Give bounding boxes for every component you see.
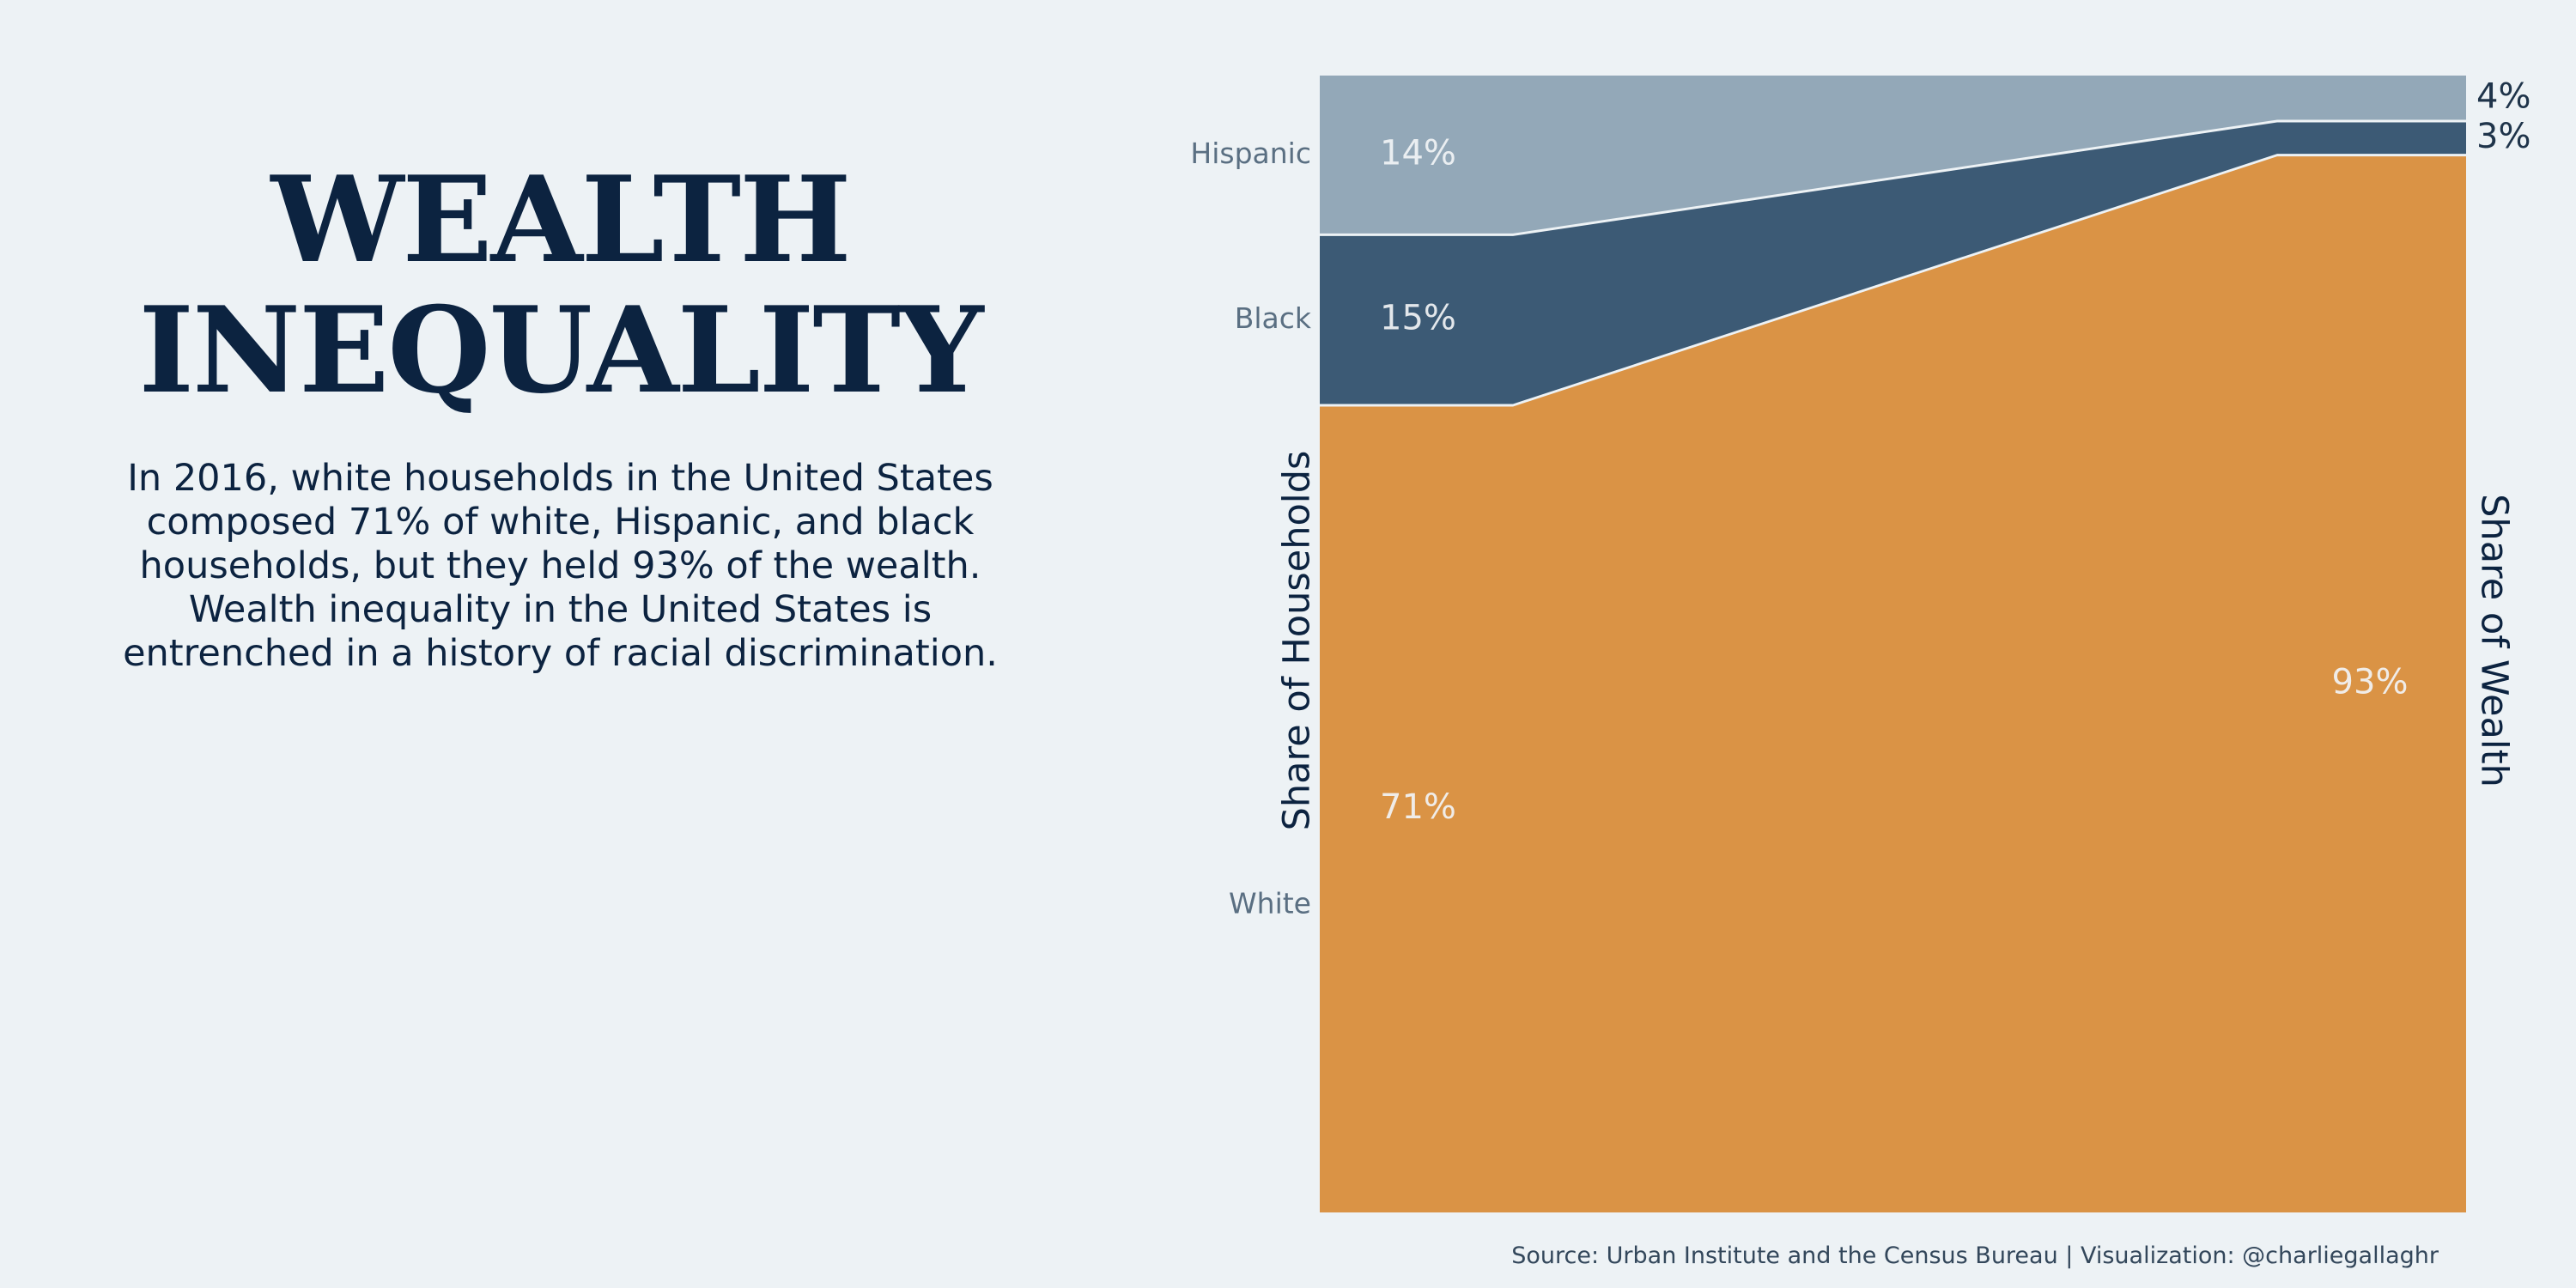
description-text: In 2016, white households in the United … xyxy=(123,457,998,675)
category-label-black: Black xyxy=(1235,301,1312,335)
value-label-wealth-hispanic: 4% xyxy=(2476,76,2530,116)
value-label-households-hispanic: 14% xyxy=(1380,134,1456,173)
category-label-white: White xyxy=(1229,886,1311,920)
category-label-hispanic: Hispanic xyxy=(1190,137,1311,170)
area-white xyxy=(1320,156,2466,1213)
label-layer: White 71% 93% Black 15% 3% Hispanic 14% 4% Share … xyxy=(1190,76,2530,920)
source-caption: Source: Urban Institute and the Census B… xyxy=(1511,1242,2439,1269)
area-black xyxy=(1320,122,2466,404)
axis-label-wealth: Share of Wealth xyxy=(2473,494,2516,787)
value-label-households-black: 15% xyxy=(1380,299,1456,338)
title-line-2: INEQUALITY xyxy=(138,280,983,420)
area-hispanic xyxy=(1320,76,2466,234)
value-label-households-white: 71% xyxy=(1380,787,1456,827)
axis-label-households: Share of Households xyxy=(1276,451,1319,831)
value-label-wealth-black: 3% xyxy=(2476,117,2530,156)
area-layer xyxy=(1320,76,2466,1213)
title-line-1: WEALTH xyxy=(270,149,851,289)
value-label-wealth-white: 93% xyxy=(2332,662,2409,702)
page-title: WEALTH INEQUALITY xyxy=(0,155,1121,416)
